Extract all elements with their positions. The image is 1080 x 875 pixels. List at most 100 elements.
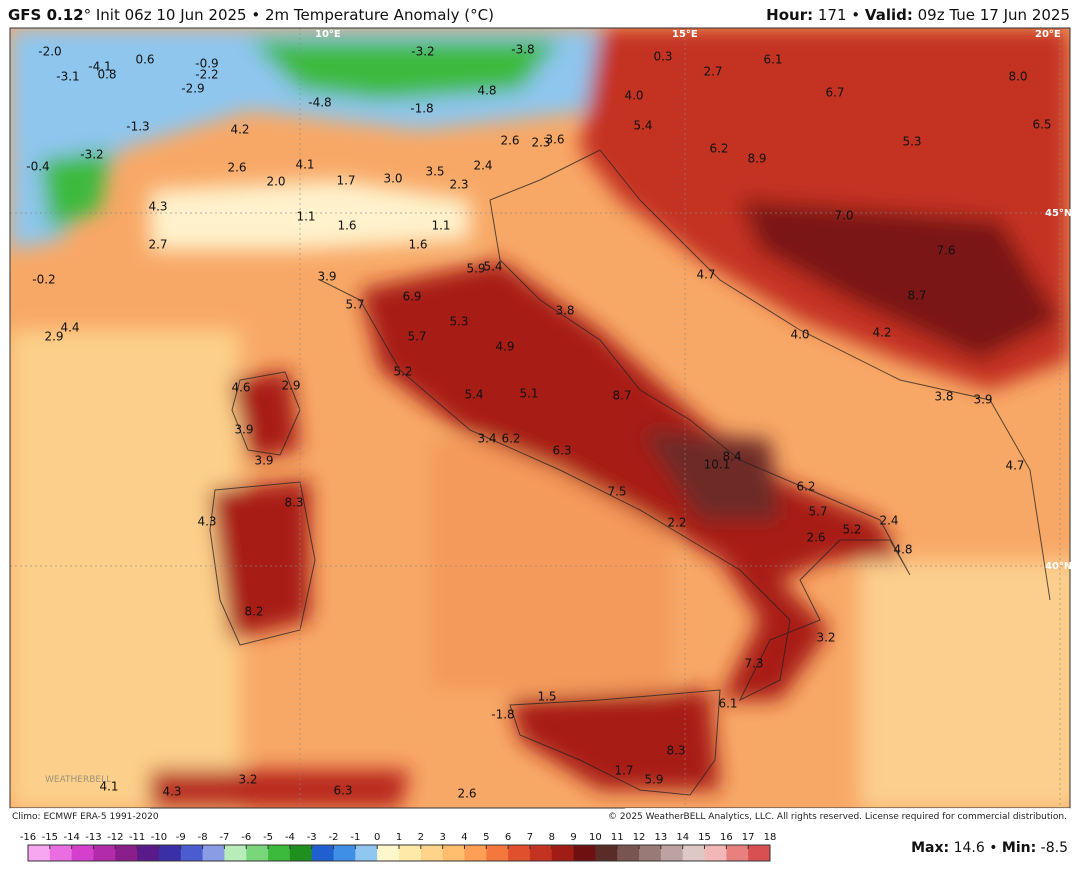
map-label: 5.4 [633,119,652,133]
map-label: 4.2 [230,123,249,137]
colorbar-cell [224,845,247,861]
colorbar-cell [551,845,575,861]
colorbar-tick-label: 3 [439,832,445,843]
colorbar-cell [748,845,771,861]
map-label: 8.9 [747,152,766,166]
colorbar-cell [180,845,204,861]
valid-info: Hour: 171 • Valid: 09z Tue 17 Jun 2025 [766,6,1070,24]
map-label: 5.4 [483,260,502,274]
max: 14.6 • [954,840,998,856]
map-label: 2.3 [449,178,468,192]
map-label: 4.1 [295,158,314,172]
colorbar-tick-label: -10 [151,832,167,843]
colorbar-tick-label: 13 [655,832,668,843]
colorbar-cell [442,845,465,861]
hour-label: Hour: [766,6,813,24]
map-label: 3.9 [234,423,253,437]
colorbar-cell [486,845,509,861]
colorbar-tick-label: 8 [549,832,555,843]
colorbar-cell [704,845,727,861]
colorbar-tick-label: -6 [241,832,251,843]
map-label: 4.7 [696,268,715,282]
map-label: 7.3 [744,657,763,671]
colorbar-cell [137,845,160,861]
map-label: 2.6 [806,531,825,545]
map-label: 4.1 [99,780,118,794]
colorbar-cell [93,845,116,861]
map-label: 2.3 [531,136,550,150]
colorbar-cell [289,845,313,861]
colorbar-cell [115,845,138,861]
map-label: 3.5 [425,165,444,179]
colorbar-cell [682,845,706,861]
map-label: 6.3 [333,784,352,798]
colorbar-cell [311,845,335,861]
colorbar-tick-label: -14 [63,832,79,843]
map-label: -3.2 [80,148,103,162]
map-label: 3.8 [934,390,953,404]
map-label: 3.6 [545,133,564,147]
map-label: 3.0 [383,172,402,186]
map-label: 5.3 [902,135,921,149]
colorbar-tick-label: 11 [611,832,624,843]
map-label: 8.7 [612,389,631,403]
map-label: 0.6 [135,53,154,67]
colorbar-tick-label: -13 [85,832,101,843]
map-label: -1.8 [410,102,433,116]
map-label: 7.6 [936,244,955,258]
init: Init 06z 10 Jun 2025 • 2m Temperature An… [96,6,494,24]
map-label: 7.0 [834,209,853,223]
colorbar-cell [639,845,662,861]
map-label: 0.8 [97,68,116,82]
colorbar-tick-label: -2 [329,832,339,843]
map-label: 6.7 [825,86,844,100]
colorbar-cell [660,845,684,861]
map-label: 1.1 [296,210,315,224]
map-label: 4.7 [1005,459,1024,473]
colorbar-tick-label: 0 [374,832,380,843]
map-label: 4.2 [872,326,891,340]
max-label: Max: [911,840,949,856]
map-label: 4.0 [790,328,809,342]
grid-label: 20°E [1035,29,1061,40]
map-label: 2.9 [44,330,63,344]
grid-label: 40°N [1045,561,1072,572]
colorbar-tick-label: 7 [527,832,533,843]
climo: Climo: ECMWF ERA-5 1991-2020 [12,812,159,822]
model-name: GFS 0.12 [8,6,84,24]
map-label: 6.2 [709,142,728,156]
header: GFS 0.12° Init 06z 10 Jun 2025 • 2m Temp… [8,6,1070,24]
colorbar-tick-label: -8 [198,832,208,843]
grid-label: 15°E [672,29,698,40]
map-label: 5.7 [808,505,827,519]
map-label: 3.4 [477,432,496,446]
colorbar-tick-label: 10 [589,832,602,843]
colorbar-tick-label: 17 [742,832,755,843]
colorbar-tick-label: 18 [764,832,777,843]
max-min: Max: 14.6 • Min: -8.5 [911,840,1068,856]
map-label: 5.3 [449,315,468,329]
map-label: -0.9 [195,57,218,71]
map-label: 7.5 [607,485,626,499]
map-label: 5.7 [345,298,364,312]
map-label: 2.7 [703,65,722,79]
map-label: 5.9 [644,773,663,787]
map-label: 1.7 [614,764,633,778]
map-label: -0.2 [32,273,55,287]
copyright: © 2025 WeatherBELL Analytics, LLC. All r… [608,812,1067,822]
map-label: 4.3 [148,200,167,214]
map-label: 1.5 [537,690,556,704]
map-label: 10.1 [704,458,731,472]
map-label: -2.2 [195,68,218,82]
colorbar-cell [377,845,400,861]
map-label: 6.2 [501,432,520,446]
map-label: 4.9 [495,340,514,354]
map-label: 8.4 [722,450,741,464]
map-label: 1.6 [337,219,356,233]
logo: WEATHERBELL [45,775,111,785]
map-label: -0.4 [26,160,49,174]
map-label: 4.4 [60,321,79,335]
degree: ° [84,6,92,24]
